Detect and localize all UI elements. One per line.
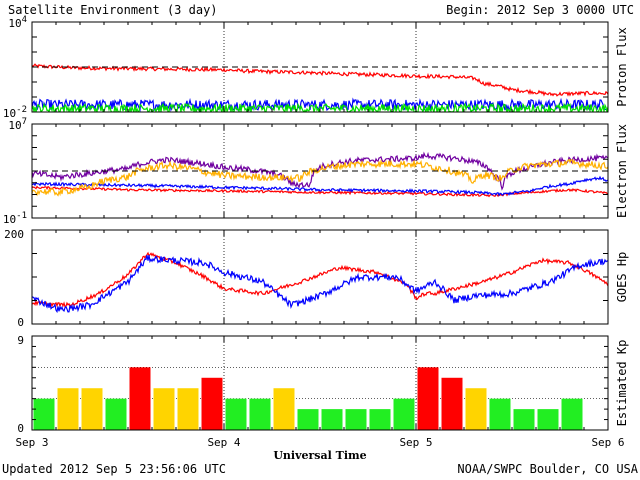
electron-flux-series — [32, 151, 608, 198]
goes-hp-series-line-1 — [32, 254, 608, 314]
proton-flux-series — [32, 63, 608, 112]
updated-timestamp: Updated 2012 Sep 5 23:56:06 UTC — [2, 462, 226, 476]
y-tick-label: 200 — [4, 228, 24, 241]
x-tick-labels: Sep 3 Sep 4 Sep 5 Sep 6 — [15, 436, 624, 449]
kp-bar — [57, 388, 79, 430]
x-tick-label-sep4: Sep 4 — [207, 436, 240, 449]
kp-bar — [297, 409, 319, 430]
electron-flux-series-line-1 — [32, 175, 608, 197]
y-tick-label: 10-2 — [3, 105, 27, 120]
x-axis-title: Universal Time — [273, 449, 366, 462]
kp-bar — [537, 409, 559, 430]
proton-flux-series-line-1 — [32, 97, 608, 112]
kp-bar — [33, 398, 55, 430]
kp-bar — [177, 388, 199, 430]
kp-bar — [441, 377, 463, 430]
kp-bar — [345, 409, 367, 430]
kp-bar — [369, 409, 391, 430]
kp-bar — [105, 398, 127, 430]
kp-bar — [129, 367, 151, 430]
goes-hp-panel: 200 0 GOES Hp — [4, 228, 629, 329]
electron-flux-series-line-3 — [32, 158, 608, 197]
kp-bar — [225, 398, 247, 430]
x-tick-label-sep3: Sep 3 — [15, 436, 48, 449]
kp-bar — [513, 409, 535, 430]
goes-hp-series — [32, 251, 608, 314]
goes-hp-series-line-0 — [32, 251, 608, 308]
kp-bar — [489, 398, 511, 430]
kp-bar — [201, 377, 223, 430]
y-tick-label: 107 — [8, 117, 27, 132]
y-tick-label: 104 — [8, 15, 27, 30]
chart-title: Satellite Environment (3 day) — [8, 3, 218, 17]
proton-flux-frame — [31, 21, 609, 113]
kp-bar — [249, 398, 271, 430]
goes-hp-frame — [31, 229, 609, 325]
kp-bar — [417, 367, 439, 430]
electron-flux-panel: 107 10-1 Electron Flux — [3, 117, 629, 226]
source-credit: NOAA/SWPC Boulder, CO USA — [457, 462, 638, 476]
goes-hp-label: GOES Hp — [615, 252, 629, 303]
estimated-kp-panel: 9 0 Estimated Kp — [17, 334, 629, 435]
electron-flux-series-line-2 — [32, 151, 608, 191]
x-tick-label-sep6: Sep 6 — [591, 436, 624, 449]
kp-bar — [465, 388, 487, 430]
kp-bar — [153, 388, 175, 430]
y-tick-label: 10-1 — [3, 211, 27, 226]
x-tick-label-sep5: Sep 5 — [399, 436, 432, 449]
y-tick-label: 9 — [17, 334, 24, 347]
kp-bar — [273, 388, 295, 430]
kp-bar — [561, 398, 583, 430]
estimated-kp-label: Estimated Kp — [615, 340, 629, 427]
panels: 104 10-2 Proton Flux 107 10-1 Electron Flux 20… — [3, 15, 629, 435]
kp-bar — [321, 409, 343, 430]
kp-bar — [393, 398, 415, 430]
y-tick-label: 0 — [17, 316, 24, 329]
begin-time: Begin: 2012 Sep 3 0000 UTC — [446, 3, 634, 17]
y-tick-label: 0 — [17, 422, 24, 435]
kp-bar — [81, 388, 103, 430]
proton-flux-label: Proton Flux — [615, 27, 629, 106]
proton-flux-series-line-0 — [32, 63, 608, 97]
proton-flux-panel: 104 10-2 Proton Flux — [3, 15, 629, 120]
electron-flux-label: Electron Flux — [615, 124, 629, 218]
